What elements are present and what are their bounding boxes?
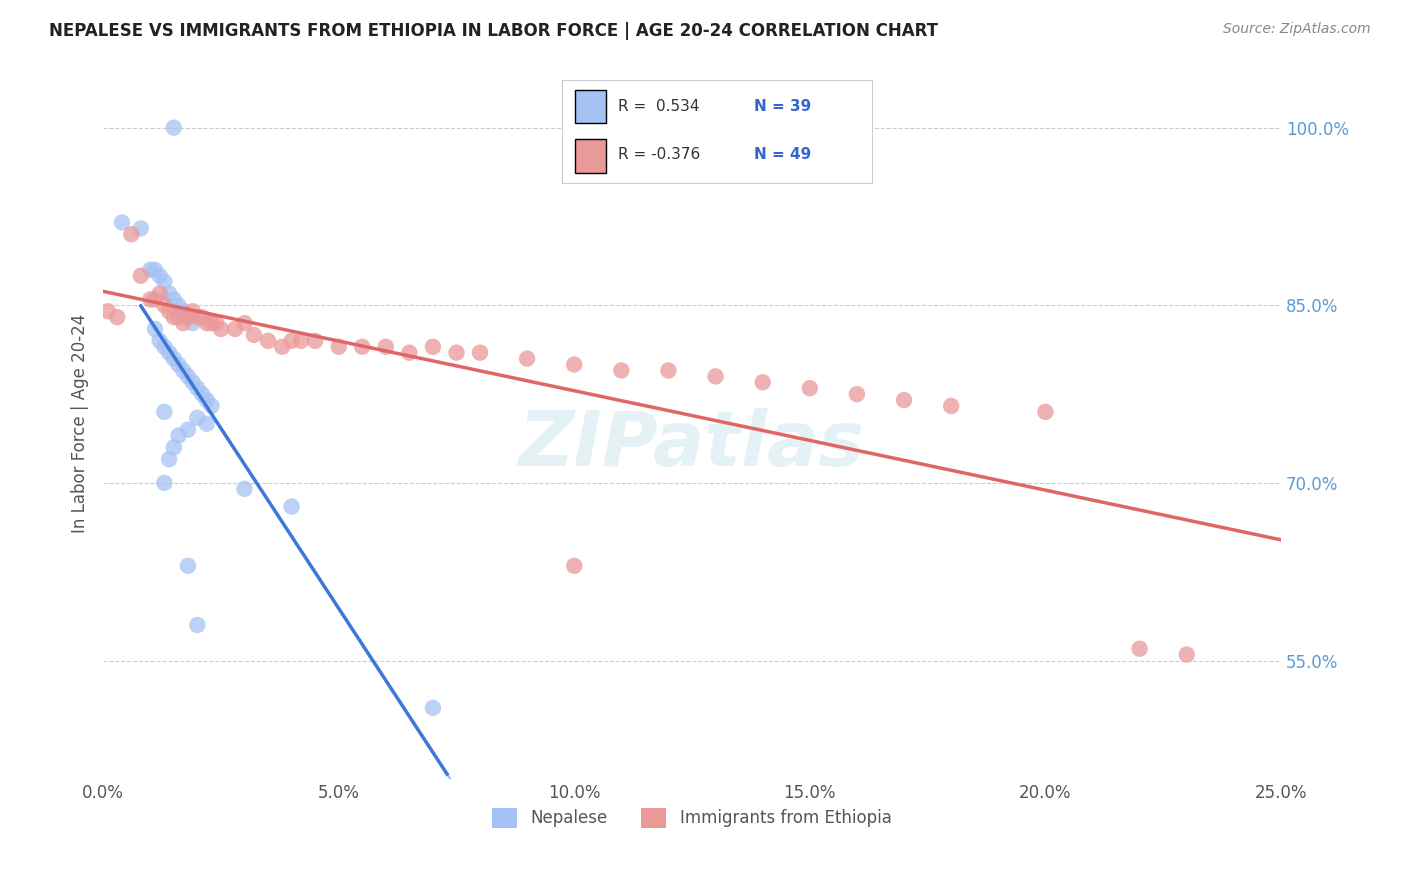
Point	[172, 304, 194, 318]
Point	[233, 482, 256, 496]
Point	[516, 351, 538, 366]
Point	[97, 304, 120, 318]
Point	[374, 340, 396, 354]
Point	[143, 262, 166, 277]
Point	[1175, 648, 1198, 662]
Point	[177, 310, 200, 325]
Point	[157, 452, 180, 467]
Point	[195, 392, 218, 407]
Point	[195, 417, 218, 431]
Point	[153, 340, 176, 354]
Point	[195, 316, 218, 330]
Point	[177, 369, 200, 384]
Point	[186, 410, 208, 425]
Point	[751, 376, 773, 390]
Point	[105, 310, 128, 325]
Point	[153, 298, 176, 312]
Text: NEPALESE VS IMMIGRANTS FROM ETHIOPIA IN LABOR FORCE | AGE 20-24 CORRELATION CHAR: NEPALESE VS IMMIGRANTS FROM ETHIOPIA IN …	[49, 22, 938, 40]
Point	[177, 423, 200, 437]
Point	[111, 215, 134, 229]
Point	[398, 345, 420, 359]
Point	[290, 334, 312, 348]
Point	[352, 340, 374, 354]
Point	[157, 286, 180, 301]
Point	[181, 316, 204, 330]
Point	[328, 340, 350, 354]
Point	[422, 701, 444, 715]
Point	[163, 441, 186, 455]
Point	[257, 334, 280, 348]
Point	[233, 316, 256, 330]
Y-axis label: In Labor Force | Age 20-24: In Labor Force | Age 20-24	[72, 314, 89, 533]
Point	[120, 227, 142, 242]
Point	[893, 392, 915, 407]
Point	[172, 316, 194, 330]
Legend: Nepalese, Immigrants from Ethiopia: Nepalese, Immigrants from Ethiopia	[486, 801, 898, 835]
Text: ZIPatlas: ZIPatlas	[519, 408, 865, 482]
Point	[149, 268, 172, 283]
Point	[562, 558, 585, 573]
Point	[157, 304, 180, 318]
FancyBboxPatch shape	[575, 139, 606, 173]
Point	[163, 293, 186, 307]
Point	[163, 310, 186, 325]
Point	[167, 298, 190, 312]
Text: N = 49: N = 49	[754, 147, 811, 162]
Point	[1129, 641, 1152, 656]
Point	[157, 345, 180, 359]
Point	[149, 334, 172, 348]
Point	[562, 358, 585, 372]
Point	[153, 405, 176, 419]
Point	[172, 363, 194, 377]
Point	[191, 310, 214, 325]
Point	[657, 363, 679, 377]
Point	[143, 293, 166, 307]
Point	[181, 376, 204, 390]
Point	[224, 322, 246, 336]
Text: Source: ZipAtlas.com: Source: ZipAtlas.com	[1223, 22, 1371, 37]
Point	[271, 340, 294, 354]
Point	[704, 369, 727, 384]
Point	[610, 363, 633, 377]
Point	[186, 381, 208, 395]
Point	[280, 500, 302, 514]
Point	[304, 334, 326, 348]
Point	[205, 316, 228, 330]
Point	[129, 268, 152, 283]
Point	[177, 310, 200, 325]
FancyBboxPatch shape	[575, 89, 606, 123]
Point	[191, 387, 214, 401]
Text: N = 39: N = 39	[754, 99, 811, 114]
Point	[181, 304, 204, 318]
Point	[163, 120, 186, 135]
Point	[200, 399, 222, 413]
Point	[163, 351, 186, 366]
Text: R =  0.534: R = 0.534	[619, 99, 700, 114]
Point	[177, 558, 200, 573]
Point	[200, 316, 222, 330]
Point	[941, 399, 963, 413]
Point	[209, 322, 232, 336]
Point	[167, 428, 190, 442]
Point	[167, 310, 190, 325]
Point	[186, 310, 208, 325]
Point	[143, 322, 166, 336]
Point	[139, 293, 162, 307]
Point	[468, 345, 491, 359]
Point	[167, 358, 190, 372]
Point	[422, 340, 444, 354]
Point	[153, 475, 176, 490]
Point	[1035, 405, 1057, 419]
Point	[280, 334, 302, 348]
Point	[129, 221, 152, 235]
Point	[139, 262, 162, 277]
Point	[153, 275, 176, 289]
Point	[149, 286, 172, 301]
Point	[243, 327, 266, 342]
Point	[845, 387, 868, 401]
Text: R = -0.376: R = -0.376	[619, 147, 700, 162]
Point	[186, 618, 208, 632]
Point	[446, 345, 468, 359]
Point	[799, 381, 821, 395]
